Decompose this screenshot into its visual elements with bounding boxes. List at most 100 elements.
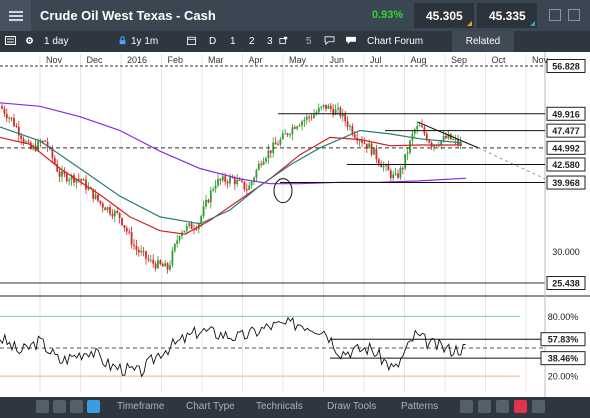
candle-body [428, 140, 431, 143]
interval-selector[interactable]: 1 day [44, 36, 69, 47]
candle-body [178, 236, 181, 241]
month-axis: Nov Dec 2016 Feb Mar Apr May Jun Jul Aug Sep Oct Nov [46, 55, 549, 65]
candle-body [15, 125, 18, 127]
page-1-button[interactable]: 1 [230, 36, 236, 47]
minimize-icon[interactable] [549, 9, 561, 21]
oscillator-line [0, 316, 466, 378]
candle-body [373, 148, 375, 155]
candle-body [279, 139, 282, 145]
pencil-icon[interactable] [70, 400, 83, 413]
title-bar: Crude Oil West Texas - Cash 0.93% 45.305… [0, 0, 590, 31]
price-chart[interactable]: Nov Dec 2016 Feb Mar Apr May Jun Jul Aug Sep Oct Nov… [0, 52, 590, 397]
candle-body [375, 148, 378, 160]
candle-body [85, 179, 87, 190]
chart-grid [0, 52, 590, 397]
candle-body [221, 176, 224, 181]
candle-body [406, 152, 409, 155]
instrument-title: Crude Oil West Texas - Cash [40, 8, 216, 23]
candle-body [82, 179, 85, 181]
candle-body [267, 150, 270, 159]
no-entry-icon[interactable] [53, 400, 66, 413]
candle-body [368, 143, 371, 149]
candle-body [262, 161, 265, 165]
candle-body [164, 263, 167, 267]
candle-body [394, 173, 397, 175]
candle-body [8, 117, 11, 119]
settings-icon[interactable] [87, 400, 100, 413]
candle-body [337, 107, 339, 110]
chart-forum-link[interactable]: Chart Forum [367, 36, 424, 47]
menu-button[interactable] [0, 0, 31, 31]
sell-price-button[interactable]: 45.305 [414, 3, 474, 28]
candle-body [116, 210, 119, 213]
expand-icon[interactable] [532, 400, 545, 413]
candle-body [46, 141, 49, 148]
candle-body [404, 154, 407, 169]
candle-body [257, 163, 260, 170]
month-label: Sep [451, 55, 467, 65]
candle-body [418, 125, 421, 127]
candle-body [250, 181, 253, 186]
zoom-out-icon[interactable] [496, 400, 509, 413]
candle-body [214, 185, 217, 189]
candle-body [188, 223, 191, 226]
padlock-icon[interactable] [117, 36, 128, 45]
candle-body [358, 140, 361, 142]
price-label: 56.828 [552, 62, 580, 72]
tab-patterns[interactable]: Patterns [401, 401, 439, 412]
gear-icon[interactable] [24, 36, 35, 45]
candle-body [149, 259, 152, 261]
candle-body [322, 104, 325, 107]
zoom-in-icon[interactable] [478, 400, 491, 413]
candle-body [401, 168, 404, 170]
related-button[interactable]: Related [452, 31, 514, 52]
tab-timeframe[interactable]: Timeframe [117, 401, 165, 412]
zoom-icon[interactable] [460, 400, 473, 413]
page-5-button[interactable]: 5 [306, 36, 312, 47]
calculator-icon[interactable] [5, 36, 16, 45]
export-icon[interactable] [514, 400, 527, 413]
candle-body [425, 133, 428, 141]
price-label: 42.580 [552, 160, 580, 170]
candle-body [87, 187, 90, 190]
candle-body [341, 113, 344, 117]
tab-chart-type[interactable]: Chart Type [186, 401, 235, 412]
month-label: Aug [411, 55, 427, 65]
candle-body [389, 170, 392, 179]
candle-body [397, 173, 399, 178]
buy-price-button[interactable]: 45.335 [477, 3, 537, 28]
restore-icon[interactable] [568, 9, 580, 21]
candle-body [226, 181, 229, 184]
candle-body [370, 143, 373, 155]
speech-bubble-icon[interactable] [323, 36, 336, 45]
candle-body [13, 118, 15, 126]
candle-body [253, 177, 255, 182]
range-selector[interactable]: 1y 1m [131, 36, 159, 47]
layout-icon[interactable] [278, 36, 289, 45]
moving-average-line [0, 102, 467, 185]
candle-body [281, 133, 284, 140]
draw-mode-button[interactable]: D [209, 36, 217, 47]
percent-change: 0.93% [372, 9, 404, 21]
candle-body [125, 227, 128, 232]
page-3-button[interactable]: 3 [267, 36, 273, 47]
calendar-icon[interactable] [186, 36, 197, 45]
candle-body [274, 142, 277, 145]
candle-body [101, 203, 104, 208]
oscillator-label-box [540, 332, 586, 347]
page-2-button[interactable]: 2 [249, 36, 255, 47]
candle-body [73, 175, 75, 183]
candle-body [327, 105, 330, 109]
candle-body [286, 133, 289, 136]
tab-technicals[interactable]: Technicals [256, 401, 303, 412]
month-label: Feb [168, 55, 184, 65]
candle-body [291, 127, 294, 135]
candle-body [80, 179, 83, 181]
month-label: May [289, 55, 307, 65]
candle-body [236, 179, 239, 185]
candle-body [121, 217, 123, 226]
candle-body [313, 114, 315, 118]
candle-body [10, 117, 13, 119]
tab-draw-tools[interactable]: Draw Tools [327, 401, 377, 412]
refresh-icon[interactable] [36, 400, 49, 413]
